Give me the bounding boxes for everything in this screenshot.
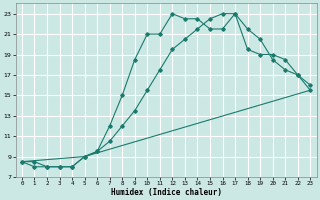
X-axis label: Humidex (Indice chaleur): Humidex (Indice chaleur): [111, 188, 221, 197]
